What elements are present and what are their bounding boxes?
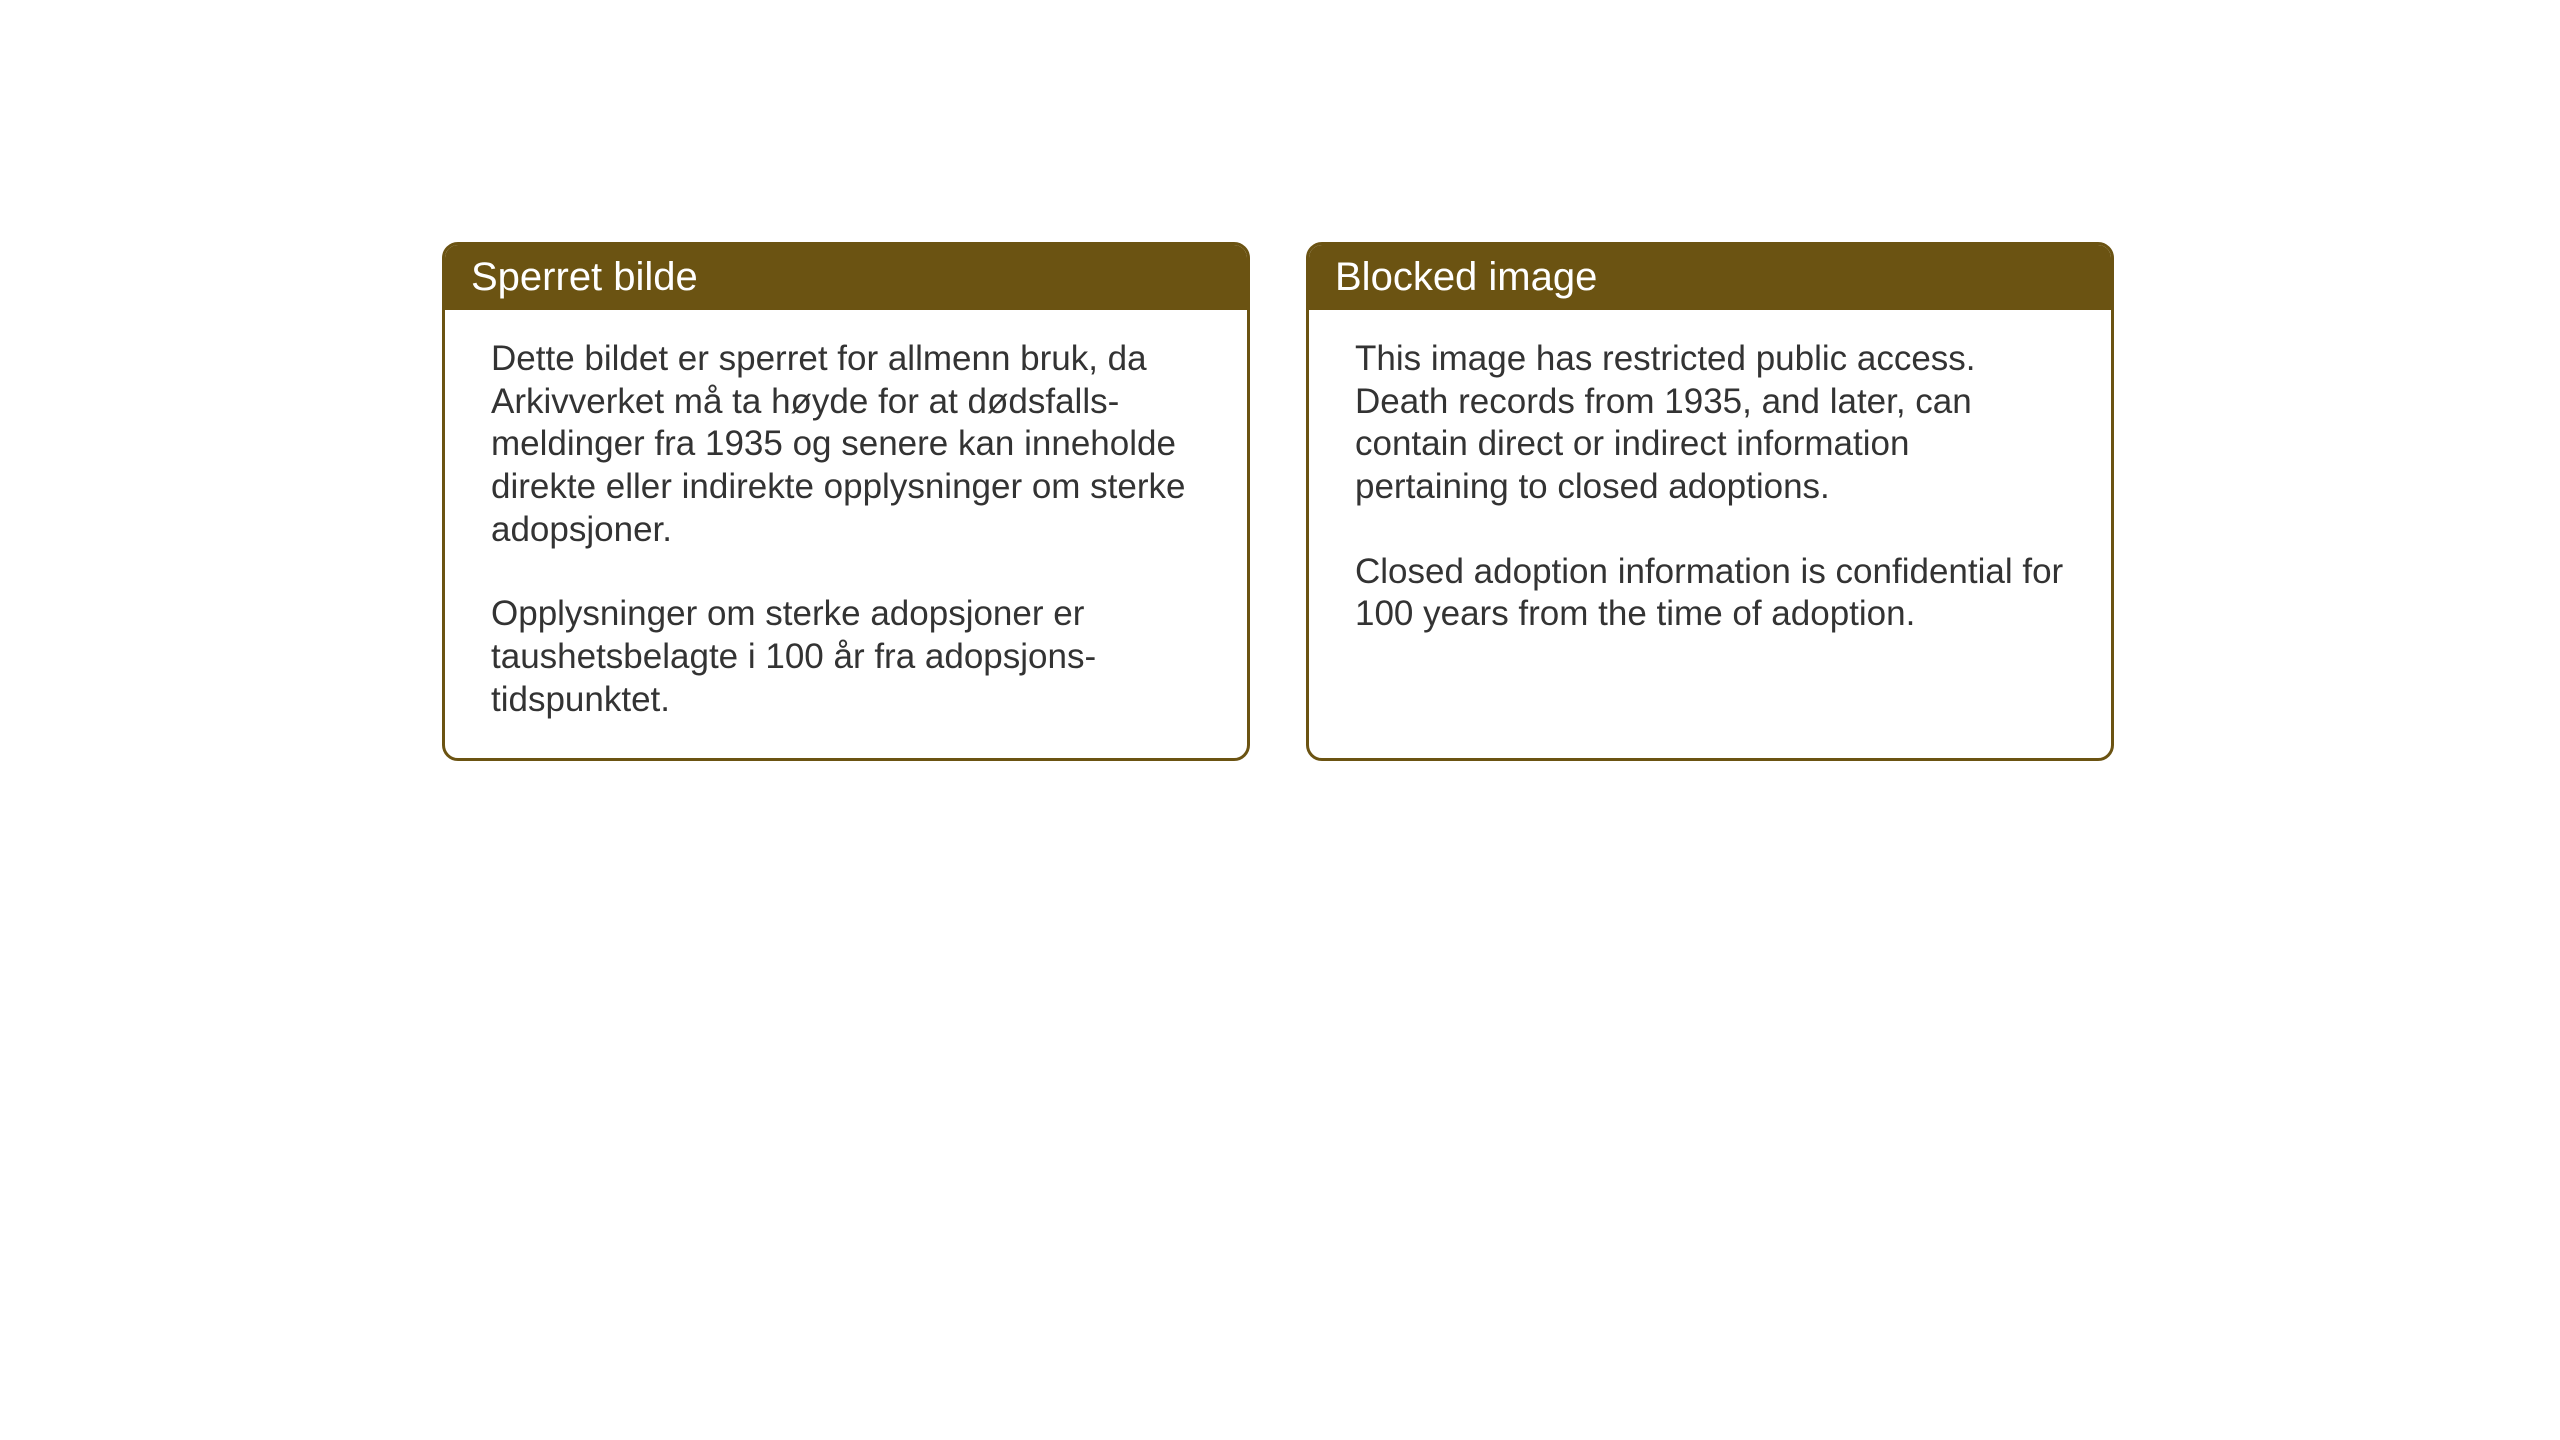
notice-body-english: This image has restricted public access.… [1309, 310, 2111, 672]
notice-title-norwegian: Sperret bilde [471, 255, 698, 299]
notice-header-english: Blocked image [1309, 245, 2111, 310]
notice-paragraph-1-english: This image has restricted public access.… [1355, 338, 2065, 509]
notice-paragraph-2-english: Closed adoption information is confident… [1355, 551, 2065, 636]
notice-container: Sperret bilde Dette bildet er sperret fo… [442, 242, 2114, 761]
notice-paragraph-2-norwegian: Opplysninger om sterke adopsjoner er tau… [491, 593, 1201, 721]
notice-header-norwegian: Sperret bilde [445, 245, 1247, 310]
notice-card-english: Blocked image This image has restricted … [1306, 242, 2114, 761]
notice-paragraph-1-norwegian: Dette bildet er sperret for allmenn bruk… [491, 338, 1201, 551]
notice-title-english: Blocked image [1335, 255, 1597, 299]
notice-body-norwegian: Dette bildet er sperret for allmenn bruk… [445, 310, 1247, 758]
notice-card-norwegian: Sperret bilde Dette bildet er sperret fo… [442, 242, 1250, 761]
